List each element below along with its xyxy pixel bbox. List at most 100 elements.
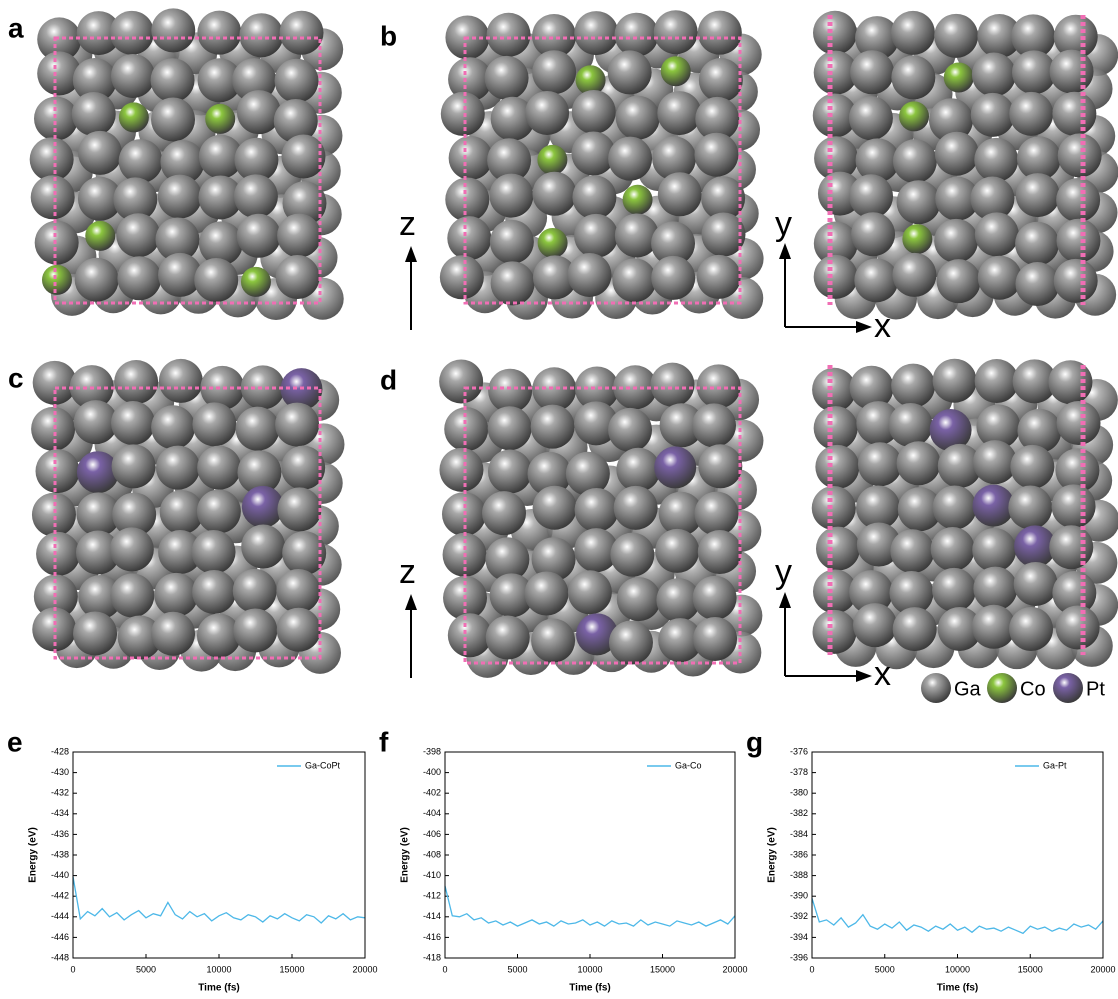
atom <box>934 219 978 263</box>
atom <box>816 527 860 571</box>
y-tick-label: -440 <box>51 870 69 880</box>
y-tick-label: -436 <box>51 829 69 839</box>
atom <box>975 359 1019 403</box>
atom <box>815 445 859 489</box>
x-axis-label: Time (fs) <box>937 983 979 994</box>
atom <box>933 485 977 529</box>
y-tick-label: -442 <box>51 891 69 901</box>
atom <box>490 220 534 264</box>
legend-label: Ga-CoPt <box>305 760 341 770</box>
atom <box>85 221 115 251</box>
y-tick-label: -378 <box>790 767 808 777</box>
atom <box>440 255 484 299</box>
atom <box>608 408 652 452</box>
atom <box>531 619 575 663</box>
atom <box>1056 219 1100 263</box>
y-tick-label: -382 <box>790 808 808 818</box>
axis-label: x <box>874 655 891 693</box>
atom <box>610 533 654 577</box>
line-series <box>812 898 1103 933</box>
atom <box>154 573 198 617</box>
atom <box>694 133 738 177</box>
atom <box>233 569 277 613</box>
atom <box>532 172 576 216</box>
atom <box>487 13 531 57</box>
atom <box>237 214 281 258</box>
atom <box>110 573 154 617</box>
atom <box>1010 445 1054 489</box>
atom <box>567 253 611 297</box>
atom <box>813 610 857 654</box>
x-axis-label: Time (fs) <box>569 983 611 994</box>
atom <box>445 178 489 222</box>
atom <box>654 446 696 488</box>
atom <box>205 104 235 134</box>
atom <box>1048 360 1092 404</box>
x-tick-label: 15000 <box>1018 964 1043 974</box>
panel-label: b <box>380 20 397 51</box>
atom <box>532 50 576 94</box>
atom <box>699 58 743 102</box>
atom <box>277 214 321 258</box>
atom <box>893 607 937 651</box>
atom <box>1056 178 1100 222</box>
atom <box>275 59 319 103</box>
axis-label: y <box>775 205 792 243</box>
panel-label: f <box>379 726 389 757</box>
atom <box>30 137 74 181</box>
atom <box>698 11 742 55</box>
x-tick-label: 10000 <box>577 964 602 974</box>
x-tick-label: 0 <box>809 964 814 974</box>
atom <box>572 175 616 219</box>
atom <box>972 485 1014 527</box>
atom <box>194 258 238 302</box>
axis-label: y <box>775 553 792 591</box>
atom <box>849 174 893 218</box>
atom <box>697 364 741 408</box>
atom <box>280 11 324 55</box>
atom <box>439 359 483 403</box>
atom <box>439 448 483 492</box>
y-tick-label: -376 <box>790 746 808 756</box>
atom <box>975 212 1019 256</box>
y-tick-label: -390 <box>790 891 808 901</box>
line-series <box>445 886 735 926</box>
x-tick-label: 10000 <box>206 964 231 974</box>
y-tick-label: -398 <box>423 746 441 756</box>
atom <box>814 255 858 299</box>
figure: a b c d z z y y x x GaCoPt e-448-446-444… <box>0 0 1118 999</box>
atom <box>111 54 155 98</box>
atom <box>151 58 195 102</box>
atom <box>42 265 72 295</box>
atom <box>1049 525 1093 569</box>
atom <box>119 139 163 183</box>
legend-label: Ga-Co <box>675 760 702 770</box>
atom <box>110 11 154 55</box>
axis-label: x <box>874 307 891 345</box>
x-tick-label: 20000 <box>1090 964 1115 974</box>
y-tick-label: -410 <box>423 870 441 880</box>
atom <box>1008 485 1052 529</box>
atom <box>654 10 698 54</box>
y-tick-label: -414 <box>423 911 441 921</box>
y-tick-label: -432 <box>51 788 69 798</box>
atom <box>814 406 858 450</box>
atom <box>447 216 491 260</box>
atom <box>488 369 532 413</box>
atom <box>239 13 283 57</box>
atom <box>1056 605 1100 649</box>
x-tick-label: 0 <box>70 964 75 974</box>
legend-swatch <box>921 673 951 703</box>
atom <box>78 131 122 175</box>
atom <box>242 486 284 528</box>
y-tick-label: -444 <box>51 911 69 921</box>
structure-panel <box>31 359 344 674</box>
legend-label: Pt <box>1086 678 1105 700</box>
atom <box>931 527 975 571</box>
y-tick-label: -408 <box>423 849 441 859</box>
atom <box>35 221 79 265</box>
atom <box>889 403 933 447</box>
atom <box>608 50 652 94</box>
y-tick-label: -404 <box>423 808 441 818</box>
atom <box>657 91 701 135</box>
